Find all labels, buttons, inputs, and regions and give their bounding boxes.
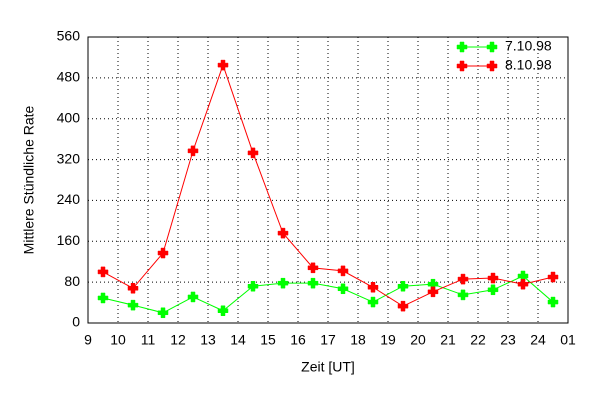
marker bbox=[397, 280, 409, 292]
x-tick-label: 11 bbox=[141, 332, 156, 348]
marker bbox=[217, 59, 229, 71]
x-tick-label: 18 bbox=[350, 332, 366, 348]
x-tick-label: 10 bbox=[110, 332, 126, 348]
marker bbox=[367, 296, 379, 308]
series-line bbox=[102, 63, 554, 307]
x-tick-label: 20 bbox=[410, 332, 426, 348]
marker bbox=[397, 300, 409, 312]
marker bbox=[247, 280, 259, 292]
marker bbox=[217, 305, 229, 316]
marker bbox=[456, 60, 468, 72]
marker bbox=[187, 145, 199, 157]
y-axis-label: Mittlere Stündliche Rate bbox=[21, 105, 37, 254]
legend-label: 8.10.98 bbox=[505, 57, 552, 73]
y-tick-label: 560 bbox=[57, 28, 81, 44]
marker bbox=[457, 273, 469, 285]
x-tick-label: 14 bbox=[230, 332, 246, 348]
x-tick-label: 23 bbox=[500, 332, 516, 348]
x-axis-label: Zeit [UT] bbox=[301, 359, 355, 375]
marker bbox=[457, 289, 469, 301]
marker bbox=[157, 307, 169, 319]
series-line bbox=[102, 275, 554, 314]
y-tick-label: 0 bbox=[72, 314, 80, 330]
marker bbox=[547, 271, 559, 283]
x-tick-label: 17 bbox=[320, 332, 336, 348]
legend-label: 7.10.98 bbox=[505, 38, 552, 54]
marker bbox=[486, 41, 498, 53]
x-tick-label: 22 bbox=[470, 332, 486, 348]
marker bbox=[427, 286, 439, 298]
x-tick-label: 21 bbox=[440, 332, 456, 348]
marker bbox=[97, 266, 109, 278]
marker bbox=[277, 277, 289, 289]
y-tick-label: 400 bbox=[57, 109, 81, 125]
marker bbox=[157, 247, 169, 259]
x-tick-label: 12 bbox=[170, 332, 186, 348]
marker bbox=[337, 283, 349, 295]
y-tick-label: 160 bbox=[57, 232, 81, 248]
x-tick-label: 13 bbox=[200, 332, 216, 348]
x-tick-label: 24 bbox=[530, 332, 546, 348]
marker bbox=[277, 227, 289, 239]
marker bbox=[307, 277, 319, 289]
x-tick-label: 19 bbox=[380, 332, 396, 348]
marker bbox=[337, 265, 349, 277]
marker bbox=[367, 282, 379, 293]
marker bbox=[487, 272, 499, 284]
marker bbox=[307, 262, 319, 274]
marker bbox=[517, 278, 529, 290]
marker bbox=[456, 41, 468, 53]
marker bbox=[547, 296, 559, 308]
marker bbox=[127, 299, 139, 311]
marker bbox=[487, 284, 499, 296]
plot-frame bbox=[87, 36, 569, 324]
marker bbox=[187, 291, 199, 303]
x-tick-label: 15 bbox=[260, 332, 276, 348]
y-tick-label: 80 bbox=[64, 273, 80, 289]
marker bbox=[97, 292, 109, 304]
y-tick-label: 240 bbox=[57, 191, 81, 207]
marker bbox=[486, 60, 498, 72]
x-tick-label: 9 bbox=[84, 332, 92, 348]
x-tick-label: 01 bbox=[560, 332, 576, 348]
x-tick-label: 16 bbox=[290, 332, 306, 348]
y-tick-label: 480 bbox=[57, 69, 81, 85]
y-tick-label: 320 bbox=[57, 150, 81, 166]
marker bbox=[127, 283, 139, 294]
marker bbox=[247, 147, 259, 159]
